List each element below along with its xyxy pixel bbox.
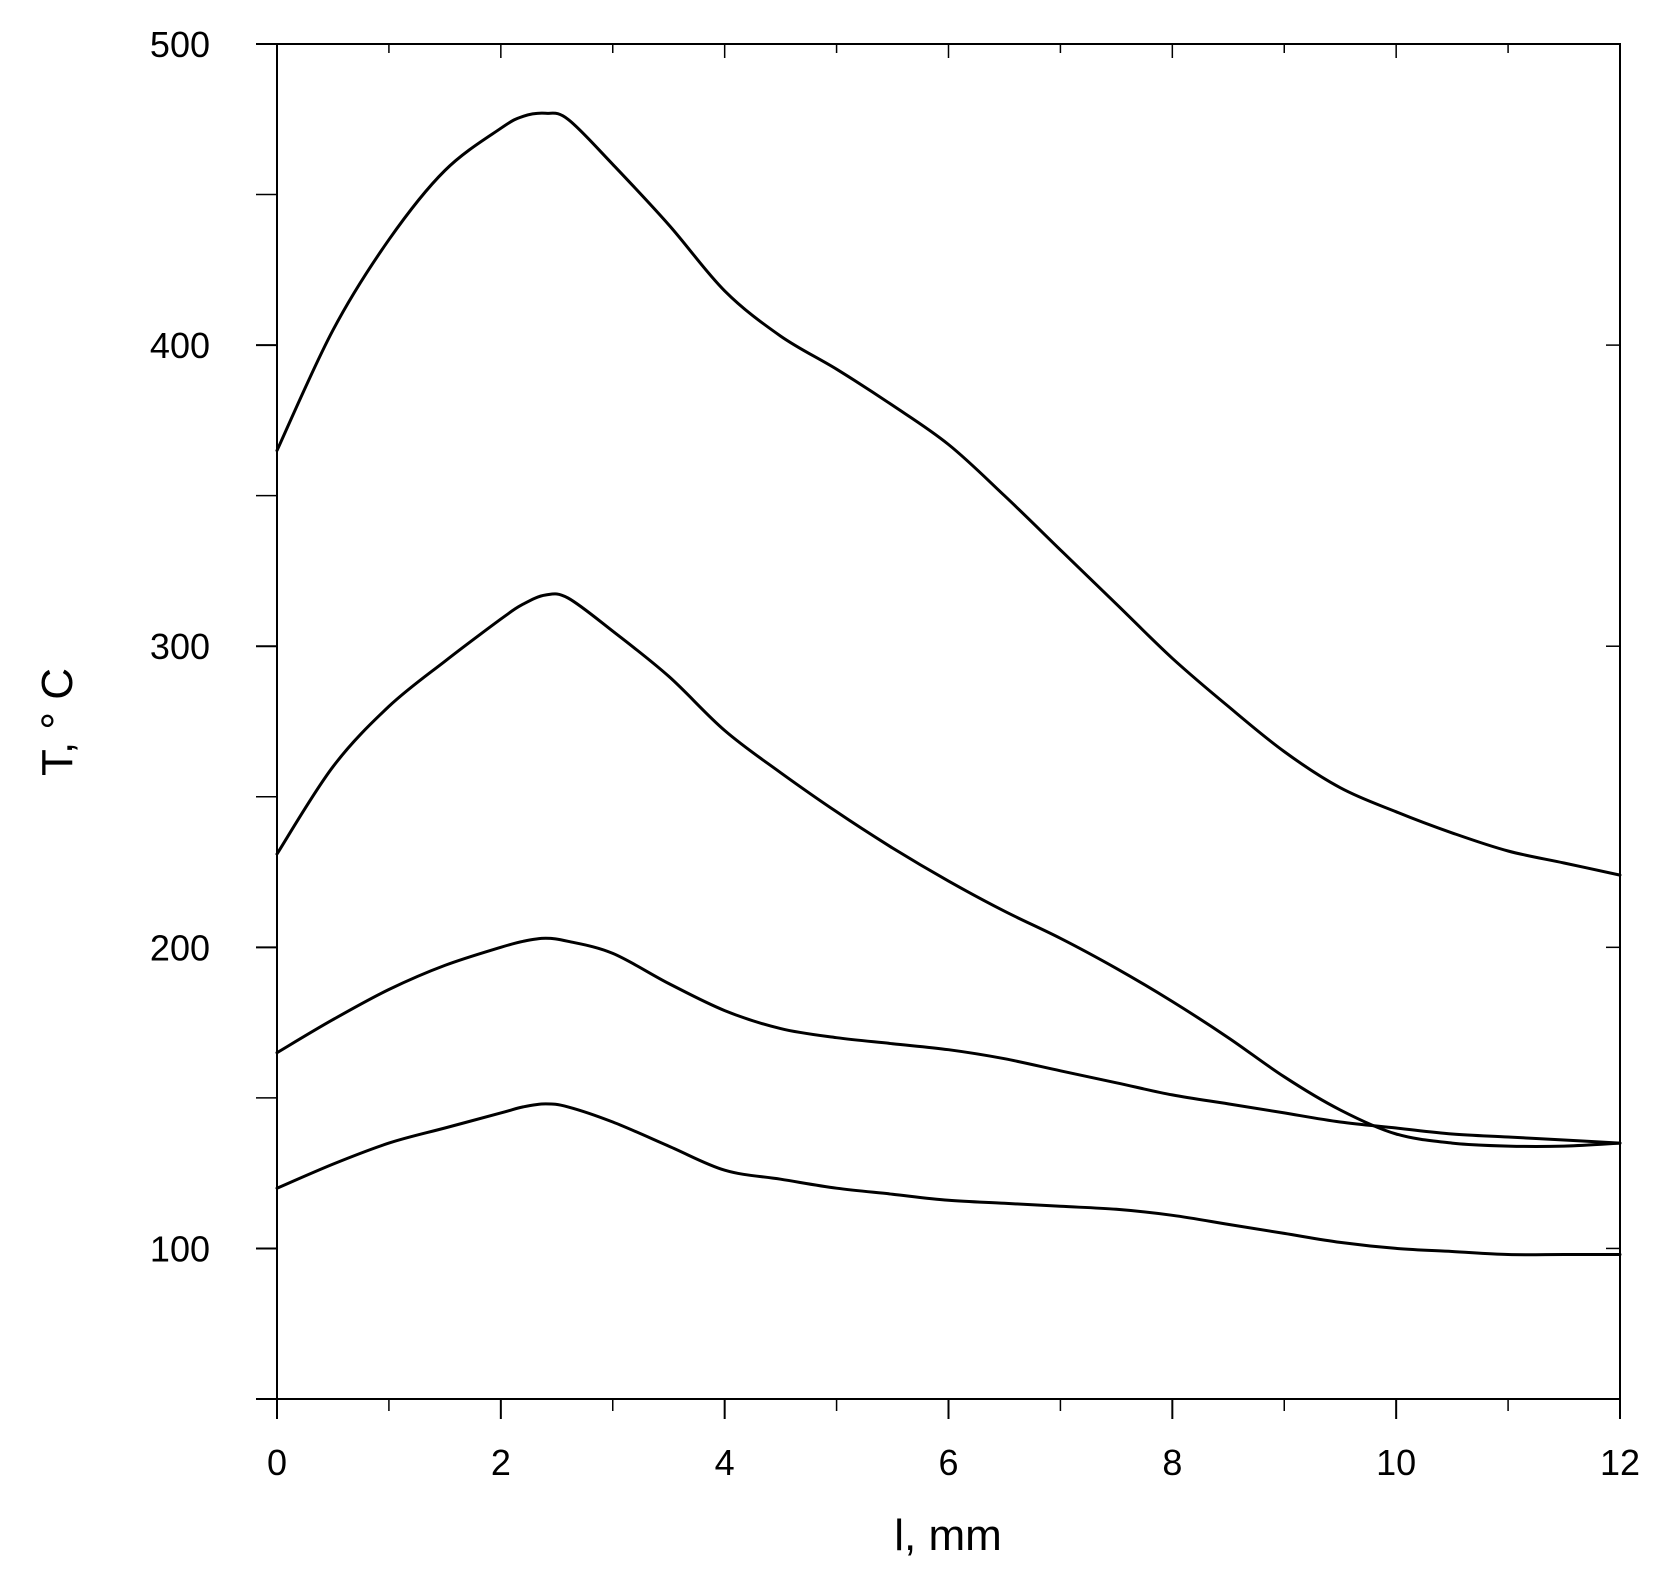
y-axis-ticks: 100 200 300 400 500 xyxy=(150,24,1620,1269)
y-tick-label: 300 xyxy=(150,626,210,667)
y-tick-label: 400 xyxy=(150,325,210,366)
x-tick-label: 10 xyxy=(1376,1442,1416,1483)
series-line-3 xyxy=(277,938,1620,1143)
x-tick-label: 2 xyxy=(491,1442,511,1483)
plot-frame xyxy=(277,44,1620,1399)
x-axis-ticks: 0 2 4 6 8 10 12 xyxy=(256,44,1640,1483)
y-tick-label: 100 xyxy=(150,1228,210,1269)
x-tick-label: 12 xyxy=(1600,1442,1640,1483)
x-axis-title: l, mm xyxy=(894,1511,1002,1560)
y-tick-label: 200 xyxy=(150,927,210,968)
series-layer xyxy=(277,113,1620,1255)
series-line-4 xyxy=(277,1104,1620,1255)
series-line-1 xyxy=(277,113,1620,875)
x-tick-label: 4 xyxy=(715,1442,735,1483)
series-line-2 xyxy=(277,594,1620,1147)
minor-ticks xyxy=(256,44,1508,1411)
x-tick-label: 0 xyxy=(267,1442,287,1483)
y-tick-label: 500 xyxy=(150,24,210,65)
y-axis-title: T, ° C xyxy=(33,668,82,776)
x-tick-label: 6 xyxy=(938,1442,958,1483)
x-tick-label: 8 xyxy=(1162,1442,1182,1483)
